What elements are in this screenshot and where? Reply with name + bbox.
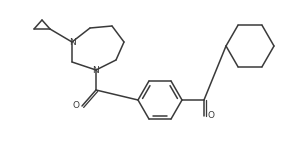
Text: O: O [208, 112, 214, 121]
Text: N: N [93, 65, 99, 75]
Text: N: N [69, 37, 75, 47]
Text: O: O [72, 101, 80, 110]
